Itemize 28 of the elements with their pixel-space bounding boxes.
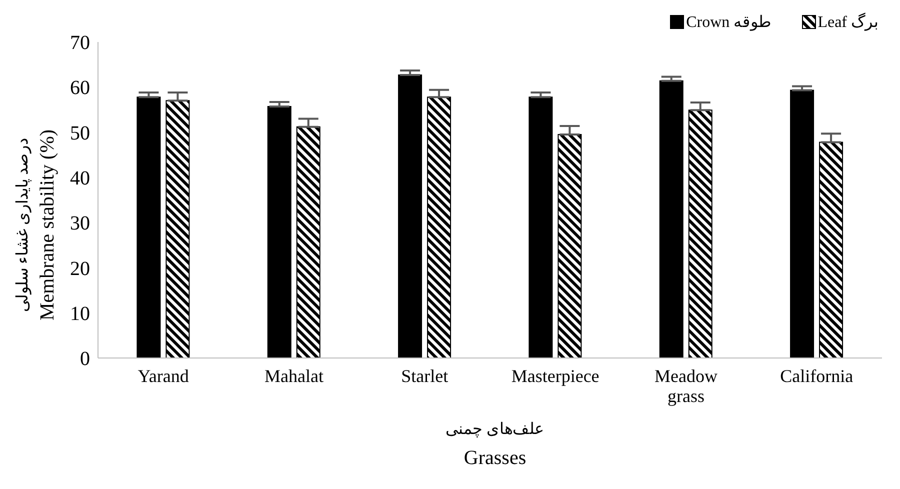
x-tick-label: Masterpiece <box>511 366 600 386</box>
x-tick-label: Meadow grass <box>654 366 718 406</box>
y-tick-label: 20 <box>70 258 90 280</box>
bar <box>558 134 582 358</box>
x-tick-label: Yarand <box>138 366 189 386</box>
y-tick-label: 0 <box>80 348 90 370</box>
y-tick-label: 30 <box>70 212 90 235</box>
bar <box>267 106 292 358</box>
bar <box>398 74 422 358</box>
bar <box>136 96 161 358</box>
bar <box>819 142 844 358</box>
legend-label: Crown طوقه <box>686 13 772 32</box>
legend-label: Leaf برگ <box>818 12 878 32</box>
bar <box>296 126 320 358</box>
bar <box>790 90 814 358</box>
x-tick-label: California <box>780 366 854 386</box>
y-tick-label: 40 <box>70 168 90 190</box>
bar <box>166 100 190 358</box>
bar <box>427 96 452 358</box>
y-tick-label: 10 <box>70 302 90 325</box>
bar <box>688 110 712 358</box>
x-tick-label: Starlet <box>401 366 448 386</box>
bar <box>528 96 553 358</box>
x-tick-label: Mahalat <box>264 366 324 386</box>
bar <box>659 80 684 358</box>
y-tick-label: 50 <box>70 122 90 144</box>
y-tick-label: 70 <box>70 32 90 54</box>
y-tick-label: 60 <box>70 77 90 100</box>
